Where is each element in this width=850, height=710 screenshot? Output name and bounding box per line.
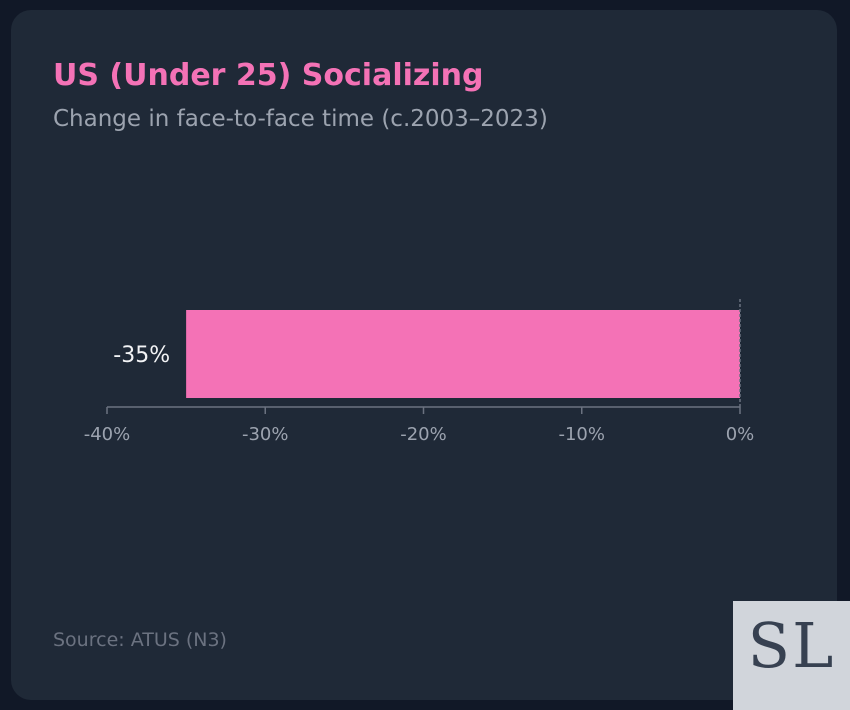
logo-monogram: SL <box>747 609 836 682</box>
x-tick-label: -30% <box>242 424 289 445</box>
x-tick-label: -40% <box>84 424 131 445</box>
bar <box>186 310 740 398</box>
chart-subtitle: Change in face-to-face time (c.2003–2023… <box>53 106 548 132</box>
chart-title: US (Under 25) Socializing <box>53 58 484 93</box>
x-tick-label: 0% <box>726 424 755 445</box>
x-tick-label: -10% <box>558 424 605 445</box>
source-note: Source: ATUS (N3) <box>53 629 227 651</box>
x-tick-label: -20% <box>400 424 447 445</box>
sl-logo: SL <box>733 601 850 710</box>
bar-value-label: -35% <box>113 343 170 368</box>
